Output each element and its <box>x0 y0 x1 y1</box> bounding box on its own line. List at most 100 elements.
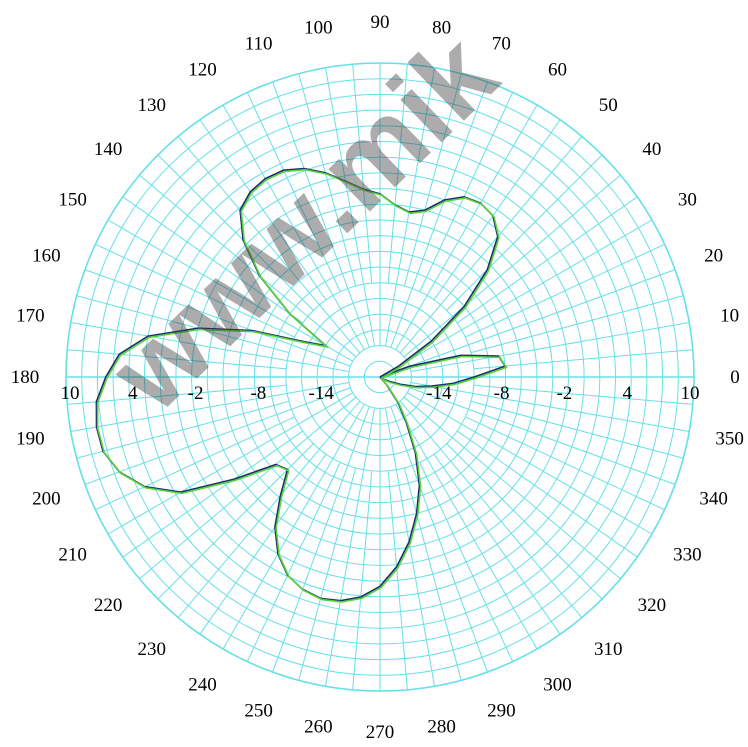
angle-tick-label: 70 <box>492 33 511 54</box>
angle-tick-label: 240 <box>188 674 217 695</box>
radial-tick-label: 10 <box>681 383 700 404</box>
angle-tick-label: 160 <box>32 246 61 267</box>
angle-tick-label: 330 <box>673 545 702 566</box>
grid-spoke <box>324 67 376 347</box>
radial-tick-label: 4 <box>128 383 138 404</box>
radial-tick-label: -14 <box>426 383 452 404</box>
grid-spoke <box>222 403 365 650</box>
grid-spoke <box>324 407 376 687</box>
angle-tick-label: 270 <box>366 722 395 743</box>
grid-spoke <box>399 400 583 618</box>
grid-spoke <box>406 219 653 362</box>
watermark-text: www.mik <box>86 10 520 435</box>
grid-spoke <box>409 269 676 367</box>
grid-spoke <box>157 154 314 311</box>
angle-tick-label: 50 <box>599 95 618 116</box>
grid-spoke <box>387 470 408 690</box>
grid-spoke <box>446 443 603 600</box>
radial-tick-label: -14 <box>309 383 335 404</box>
polar-grid <box>65 62 695 692</box>
angle-tick-labels: 0 10 20 30 40 50 60 70 80 90 100 110 120 130 140 150 160… <box>11 12 744 743</box>
grid-spoke <box>384 407 436 687</box>
grid-spoke <box>122 430 304 558</box>
grid-spoke <box>95 243 295 338</box>
angle-tick-label: 290 <box>487 701 516 722</box>
angle-tick-label: 100 <box>304 17 333 38</box>
grid-spoke <box>246 462 341 662</box>
grid-spoke <box>84 269 351 367</box>
radial-tick-label: -2 <box>188 383 204 404</box>
grid-spoke <box>76 400 290 459</box>
grid-spoke <box>107 392 354 535</box>
radial-tick-label: -8 <box>494 383 510 404</box>
grid-spoke <box>384 67 436 347</box>
grid-spoke <box>107 219 354 362</box>
grid-spoke <box>409 387 676 485</box>
grid-spoke <box>67 384 287 405</box>
angle-tick-label: 250 <box>244 701 273 722</box>
grid-spoke <box>470 295 684 354</box>
grid-spoke <box>272 81 370 348</box>
grid-spoke <box>465 243 665 338</box>
grid-spoke <box>70 381 350 433</box>
grid-spoke <box>199 453 327 635</box>
grid-spoke <box>403 396 621 580</box>
grid-spoke <box>419 92 514 292</box>
angle-tick-label: 220 <box>94 595 123 616</box>
angle-tick-label: 80 <box>432 17 451 38</box>
angle-tick-label: 300 <box>543 674 572 695</box>
grid-spoke <box>446 154 603 311</box>
angle-tick-label: 260 <box>304 717 333 738</box>
radial-tick-label: 4 <box>622 383 632 404</box>
grid-spoke <box>70 321 350 373</box>
grid-spoke <box>67 349 287 370</box>
grid-spoke <box>406 392 653 535</box>
grid-spoke <box>390 406 488 673</box>
grid-spoke <box>399 136 583 354</box>
angle-tick-label: 130 <box>138 95 167 116</box>
grid-spoke <box>433 453 561 635</box>
series-line-1 <box>96 168 508 603</box>
angle-tick-label: 110 <box>245 33 273 54</box>
grid-spoke <box>473 349 693 370</box>
grid-spoke <box>473 384 693 405</box>
grid-spoke <box>390 81 488 348</box>
angle-tick-label: 350 <box>715 429 744 450</box>
angle-tick-label: 150 <box>58 190 87 211</box>
grid-spoke <box>272 406 370 673</box>
grid-spoke <box>177 136 361 354</box>
grid-spoke <box>456 430 638 558</box>
grid-spoke <box>403 73 462 287</box>
grid-spoke <box>470 400 684 459</box>
grid-spoke <box>410 321 690 373</box>
grid-spoke <box>352 470 373 690</box>
grid-spoke <box>246 92 341 292</box>
angle-tick-label: 90 <box>371 12 390 33</box>
angle-tick-label: 120 <box>188 60 217 81</box>
radial-tick-labels: -14 -8 -2 4 10 10 4 -2 -8 -14 <box>61 383 700 404</box>
radial-tick-label: 10 <box>61 383 80 404</box>
grid-spoke <box>139 396 357 580</box>
grid-spoke <box>222 104 365 351</box>
angle-tick-label: 10 <box>720 305 739 326</box>
angle-tick-label: 30 <box>678 190 697 211</box>
grid-spoke <box>410 381 690 433</box>
angle-tick-label: 0 <box>730 367 740 388</box>
grid-spoke <box>465 416 665 511</box>
grid-spoke <box>456 196 638 324</box>
grid-spoke <box>84 387 351 485</box>
grid-spoke <box>199 119 327 301</box>
grid-spoke <box>352 64 373 284</box>
angle-tick-label: 170 <box>16 305 45 326</box>
angle-tick-label: 310 <box>594 639 623 660</box>
grid-spoke <box>157 443 314 600</box>
grid-spoke <box>395 403 538 650</box>
grid-spoke <box>298 467 357 681</box>
radial-tick-label: -8 <box>250 383 266 404</box>
angle-tick-label: 340 <box>699 488 728 509</box>
grid-spoke <box>433 119 561 301</box>
angle-tick-label: 200 <box>32 488 61 509</box>
angle-tick-label: 210 <box>58 545 87 566</box>
grid-spoke <box>403 467 462 681</box>
